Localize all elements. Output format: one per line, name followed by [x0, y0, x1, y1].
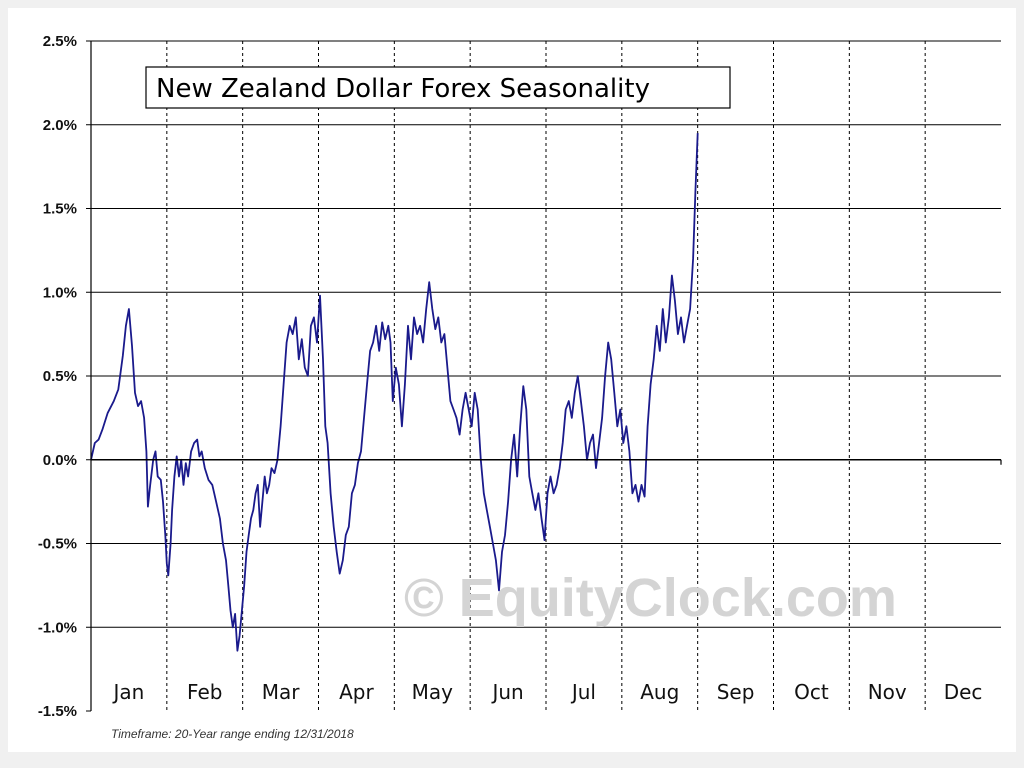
chart-frame: 2.5% 2.0% 1.5% 1.0% 0.5% 0.0% -0.5% -1.0% -1.5% …: [8, 8, 1016, 752]
y-tick-label: 2.5%: [43, 33, 77, 50]
y-tick-label: 0.5%: [43, 368, 77, 385]
chart-title-box: New Zealand Dollar Forex Seasonality: [145, 66, 731, 109]
x-tick-label: Oct: [794, 680, 829, 704]
y-tick-label: -1.0%: [38, 619, 77, 636]
y-tick-label: 0.0%: [43, 452, 77, 469]
y-tick-label: 1.5%: [43, 201, 77, 218]
seasonality-chart: 2.5%2.0%1.5%1.0%0.5%0.0%-0.5%-1.0%-1.5% …: [38, 33, 1002, 741]
x-tick-label: Dec: [944, 680, 983, 704]
chart-title: New Zealand Dollar Forex Seasonality: [156, 74, 650, 104]
grid-lines: [91, 40, 1001, 711]
y-axis-ticks: 2.5% 2.0% 1.5% 1.0% 0.5% 0.0% -0.5% -1.0% -1.5%: [38, 33, 91, 720]
x-tick-label: Feb: [187, 680, 222, 704]
y-tick-label: -0.5%: [38, 536, 77, 553]
x-tick-label: Jul: [570, 680, 596, 704]
x-tick-label: Jun: [490, 680, 523, 704]
watermark: © EquityClock.com: [404, 568, 897, 628]
x-tick-label: Sep: [717, 680, 755, 704]
x-tick-label: Nov: [868, 680, 907, 704]
y-tick-label: 2.0%: [43, 117, 77, 134]
chart-footnote: Timeframe: 20-Year range ending 12/31/20…: [111, 727, 354, 741]
x-axis-ticks: Jan Feb Mar Apr May Jun Jul Aug Sep Oct Nov Dec: [111, 680, 982, 704]
x-tick-label: Aug: [640, 680, 679, 704]
x-tick-label: May: [412, 680, 454, 704]
y-tick-label: 1.0%: [43, 284, 77, 301]
x-tick-label: Mar: [262, 680, 301, 704]
x-tick-label: Jan: [111, 680, 144, 704]
axes: [90, 41, 1002, 711]
x-tick-label: Apr: [339, 680, 374, 704]
y-tick-label: -1.5%: [38, 703, 77, 720]
